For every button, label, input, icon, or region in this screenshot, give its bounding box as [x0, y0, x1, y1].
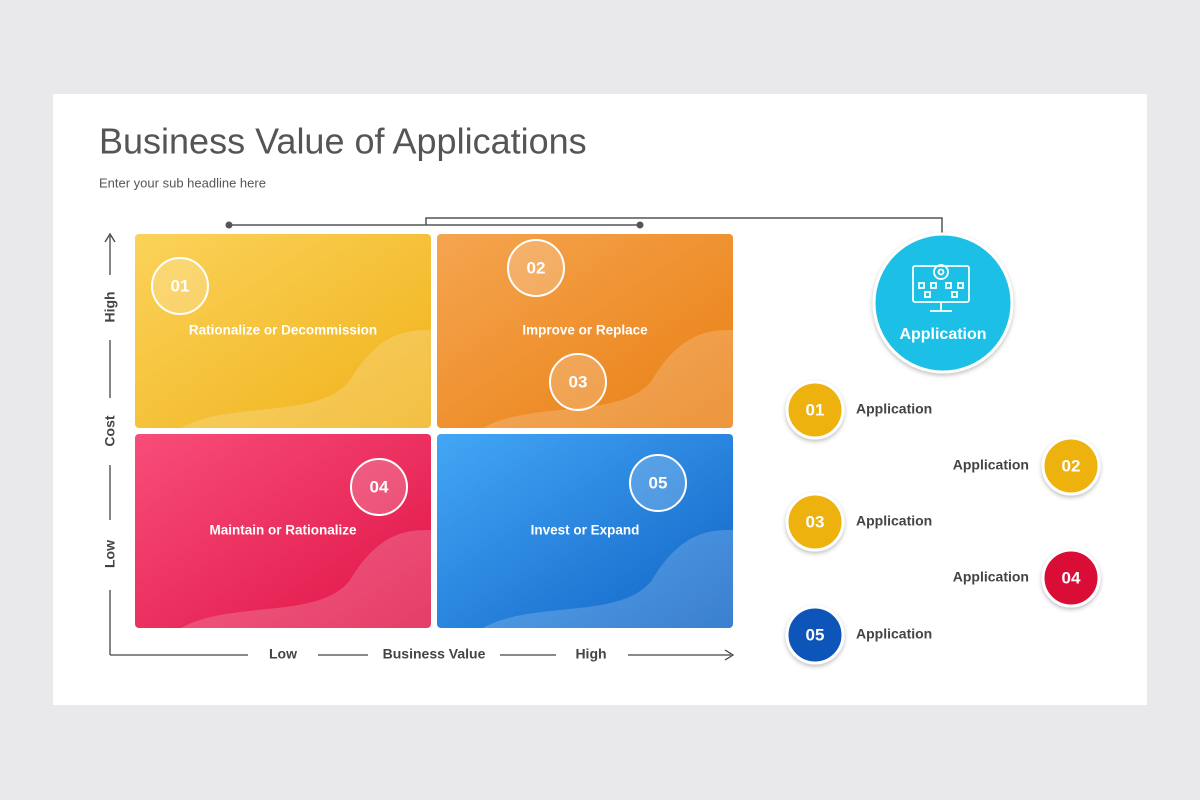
- y-axis-high: High: [102, 291, 118, 322]
- badge-number: 03: [569, 372, 588, 391]
- badge: 01: [151, 257, 209, 315]
- badge: 03: [549, 353, 607, 411]
- hub: Application: [872, 232, 1014, 374]
- item: 01 Application: [785, 380, 932, 440]
- badge: 04: [350, 458, 408, 516]
- quadrant: [135, 234, 431, 428]
- x-axis-title: Business Value: [383, 646, 486, 662]
- item: 03 Application: [785, 492, 932, 552]
- badge-number: 01: [171, 276, 190, 295]
- title: Business Value of Applications: [99, 121, 587, 162]
- badge-number: 02: [527, 258, 546, 277]
- subtitle: Enter your sub headline here: [99, 175, 266, 190]
- item: 05 Application: [785, 605, 932, 665]
- item-number: 02: [1062, 456, 1081, 475]
- y-axis-title: Cost: [102, 415, 118, 446]
- badge-number: 05: [649, 473, 668, 492]
- item-label: Application: [856, 401, 932, 417]
- badge-number: 04: [370, 477, 389, 496]
- item-label: Application: [953, 569, 1029, 585]
- quadrant-label: Rationalize or Decommission: [189, 323, 377, 338]
- badge: 02: [507, 239, 565, 297]
- item-label: Application: [856, 513, 932, 529]
- item-label: Application: [856, 626, 932, 642]
- item: 02 Application: [953, 436, 1101, 496]
- item-number: 05: [806, 625, 825, 644]
- y-axis-low: Low: [102, 540, 118, 568]
- item-number: 04: [1062, 568, 1081, 587]
- quadrant: [437, 434, 733, 628]
- item: 04 Application: [953, 548, 1101, 608]
- item-number: 03: [806, 512, 825, 531]
- dot: [225, 221, 233, 229]
- connector: [229, 217, 943, 236]
- monitor-icon: [912, 264, 970, 312]
- quadrant-label: Maintain or Rationalize: [209, 523, 357, 538]
- hub-label: Application: [899, 326, 986, 343]
- quadrant: [135, 434, 431, 628]
- item-label: Application: [953, 457, 1029, 473]
- item-number: 01: [806, 400, 825, 419]
- x-axis-low: Low: [269, 646, 297, 662]
- quadrant-label: Invest or Expand: [531, 523, 640, 538]
- dot: [636, 221, 644, 229]
- badge: 05: [629, 454, 687, 512]
- x-axis-high: High: [575, 646, 606, 662]
- quadrant-label: Improve or Replace: [522, 323, 648, 338]
- axis-line: [104, 232, 735, 661]
